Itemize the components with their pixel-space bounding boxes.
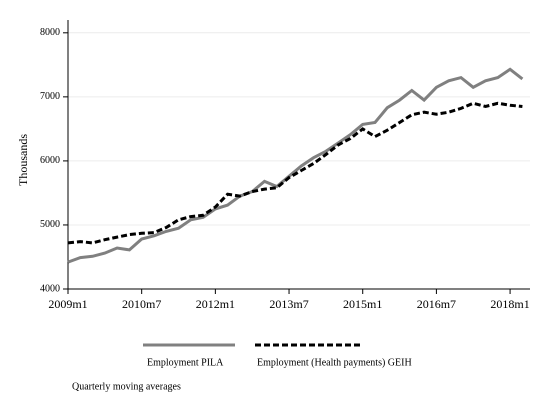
y-tick-label: 4000 <box>40 283 60 294</box>
x-tick-label: 2010m7 <box>122 297 161 311</box>
legend-label: Employment (Health payments) GEIH <box>257 357 412 368</box>
data-line <box>67 67 524 264</box>
x-tick-label: 2009m1 <box>48 297 87 311</box>
y-axis-label: Thousands <box>16 134 30 186</box>
x-tick-label: 2016m7 <box>417 297 456 311</box>
legend-label: Employment PILA <box>147 357 224 368</box>
y-tick-label: 7000 <box>40 91 60 102</box>
data-line <box>67 101 523 245</box>
y-tick-label: 6000 <box>40 155 60 166</box>
x-tick-label: 2012m1 <box>196 297 235 311</box>
x-tick-label: 2018m1 <box>490 297 529 311</box>
note: Quarterly moving averages <box>72 381 181 392</box>
y-tick-label: 5000 <box>40 219 60 230</box>
x-tick-label: 2015m1 <box>343 297 382 311</box>
y-tick-label: 8000 <box>40 27 60 38</box>
x-tick-label: 2013m7 <box>269 297 308 311</box>
